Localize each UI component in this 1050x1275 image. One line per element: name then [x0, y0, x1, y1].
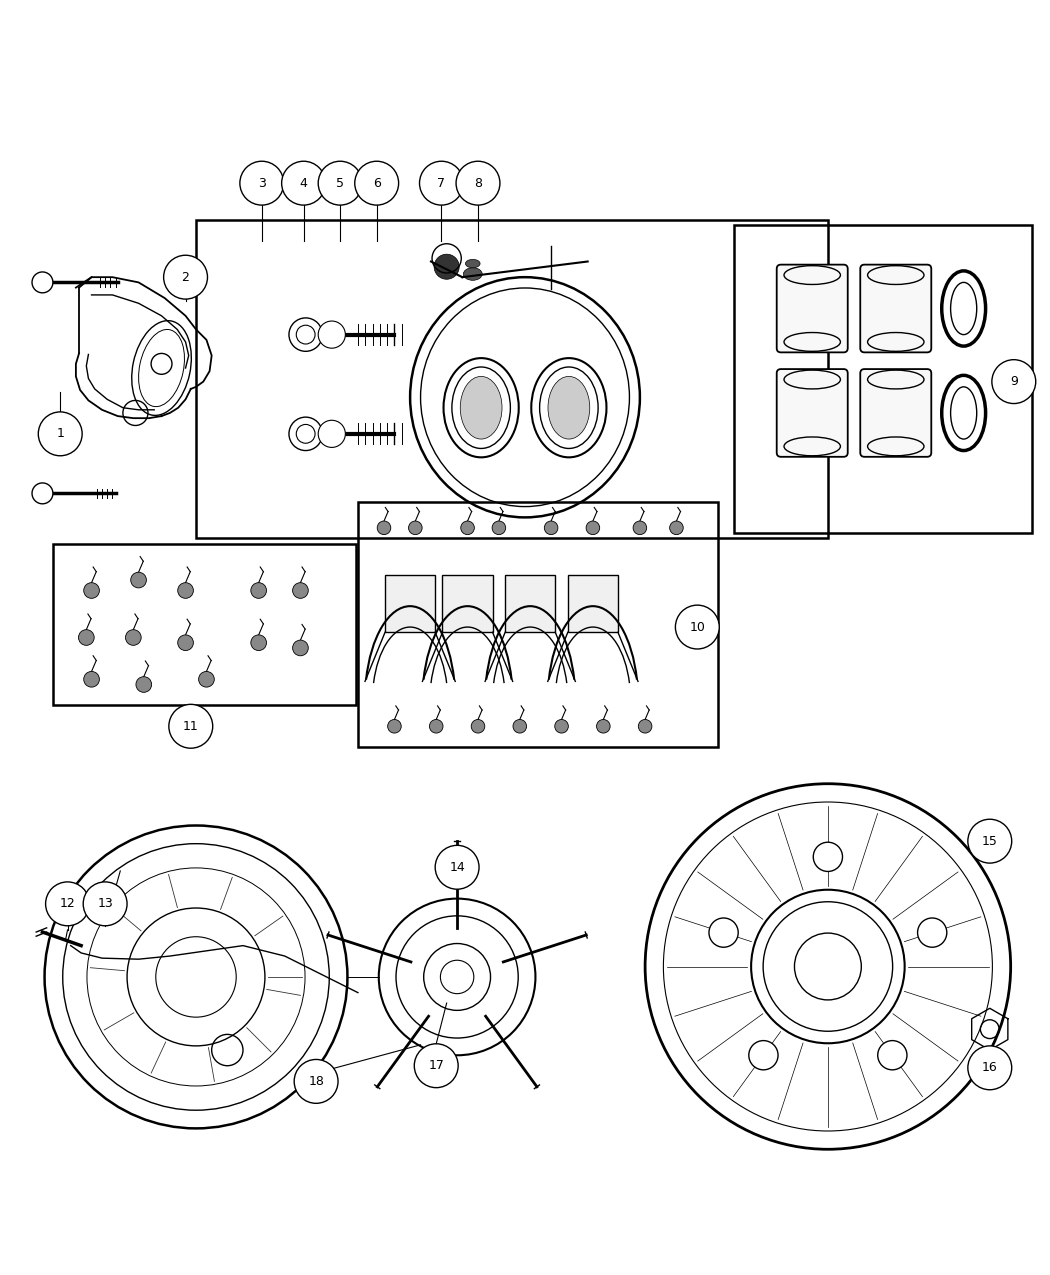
- Circle shape: [461, 521, 475, 534]
- Bar: [505, 575, 555, 632]
- Text: 5: 5: [336, 177, 344, 190]
- Circle shape: [918, 918, 947, 947]
- Circle shape: [968, 1046, 1012, 1090]
- Circle shape: [135, 677, 151, 692]
- Circle shape: [709, 918, 738, 947]
- Circle shape: [32, 272, 52, 293]
- Text: 16: 16: [982, 1061, 997, 1075]
- Ellipse shape: [950, 386, 976, 439]
- Text: 10: 10: [690, 621, 706, 634]
- Circle shape: [586, 521, 600, 534]
- Circle shape: [293, 640, 309, 655]
- Ellipse shape: [548, 376, 590, 439]
- Circle shape: [289, 417, 322, 450]
- Circle shape: [420, 161, 463, 205]
- Circle shape: [408, 521, 422, 534]
- Circle shape: [992, 360, 1035, 404]
- Circle shape: [318, 321, 345, 348]
- FancyBboxPatch shape: [860, 265, 931, 352]
- Text: 15: 15: [982, 835, 997, 848]
- Circle shape: [554, 719, 568, 733]
- Circle shape: [434, 254, 459, 279]
- Circle shape: [84, 672, 100, 687]
- Bar: [734, 224, 1031, 533]
- Circle shape: [177, 635, 193, 650]
- Ellipse shape: [465, 259, 480, 268]
- Circle shape: [84, 583, 100, 598]
- FancyBboxPatch shape: [777, 265, 847, 352]
- Circle shape: [126, 630, 141, 645]
- Circle shape: [415, 1044, 458, 1088]
- Bar: [568, 575, 618, 632]
- Circle shape: [387, 719, 401, 733]
- Circle shape: [596, 719, 610, 733]
- Circle shape: [177, 583, 193, 598]
- Circle shape: [281, 161, 326, 205]
- Circle shape: [45, 882, 89, 926]
- Bar: [442, 575, 492, 632]
- Circle shape: [878, 1040, 907, 1070]
- Text: 11: 11: [183, 720, 198, 733]
- Circle shape: [38, 412, 82, 455]
- Circle shape: [239, 161, 284, 205]
- Circle shape: [79, 630, 94, 645]
- Text: 4: 4: [299, 177, 308, 190]
- Text: 6: 6: [373, 177, 381, 190]
- Circle shape: [318, 161, 362, 205]
- Circle shape: [749, 1040, 778, 1070]
- Text: 18: 18: [308, 1075, 324, 1088]
- Text: 7: 7: [438, 177, 445, 190]
- Circle shape: [169, 704, 213, 748]
- Circle shape: [32, 483, 52, 504]
- Circle shape: [492, 521, 506, 534]
- Bar: [52, 543, 356, 705]
- Circle shape: [633, 521, 647, 534]
- Circle shape: [83, 882, 127, 926]
- Circle shape: [456, 161, 500, 205]
- Bar: [385, 575, 435, 632]
- Circle shape: [968, 820, 1012, 863]
- Circle shape: [198, 672, 214, 687]
- Ellipse shape: [463, 268, 482, 280]
- Text: 2: 2: [182, 270, 189, 283]
- Circle shape: [130, 572, 146, 588]
- Circle shape: [377, 521, 391, 534]
- FancyBboxPatch shape: [777, 368, 847, 456]
- Circle shape: [544, 521, 558, 534]
- Bar: [358, 502, 718, 747]
- Circle shape: [513, 719, 526, 733]
- Text: 12: 12: [60, 898, 76, 910]
- Bar: [196, 219, 827, 538]
- Circle shape: [289, 317, 322, 352]
- Circle shape: [675, 606, 719, 649]
- Circle shape: [293, 583, 309, 598]
- Ellipse shape: [950, 282, 976, 334]
- FancyBboxPatch shape: [860, 368, 931, 456]
- Circle shape: [429, 719, 443, 733]
- Circle shape: [251, 635, 267, 650]
- Circle shape: [638, 719, 652, 733]
- Text: 17: 17: [428, 1060, 444, 1072]
- Text: 9: 9: [1010, 375, 1017, 388]
- Text: 1: 1: [57, 427, 64, 440]
- Circle shape: [814, 843, 842, 871]
- Circle shape: [294, 1060, 338, 1103]
- Circle shape: [355, 161, 399, 205]
- Text: 8: 8: [474, 177, 482, 190]
- Ellipse shape: [460, 376, 502, 439]
- Circle shape: [318, 421, 345, 448]
- Circle shape: [471, 719, 485, 733]
- Circle shape: [670, 521, 684, 534]
- Circle shape: [164, 255, 208, 300]
- Circle shape: [251, 583, 267, 598]
- Text: 3: 3: [258, 177, 266, 190]
- Text: 13: 13: [98, 898, 113, 910]
- Text: 14: 14: [449, 861, 465, 873]
- Circle shape: [435, 845, 479, 889]
